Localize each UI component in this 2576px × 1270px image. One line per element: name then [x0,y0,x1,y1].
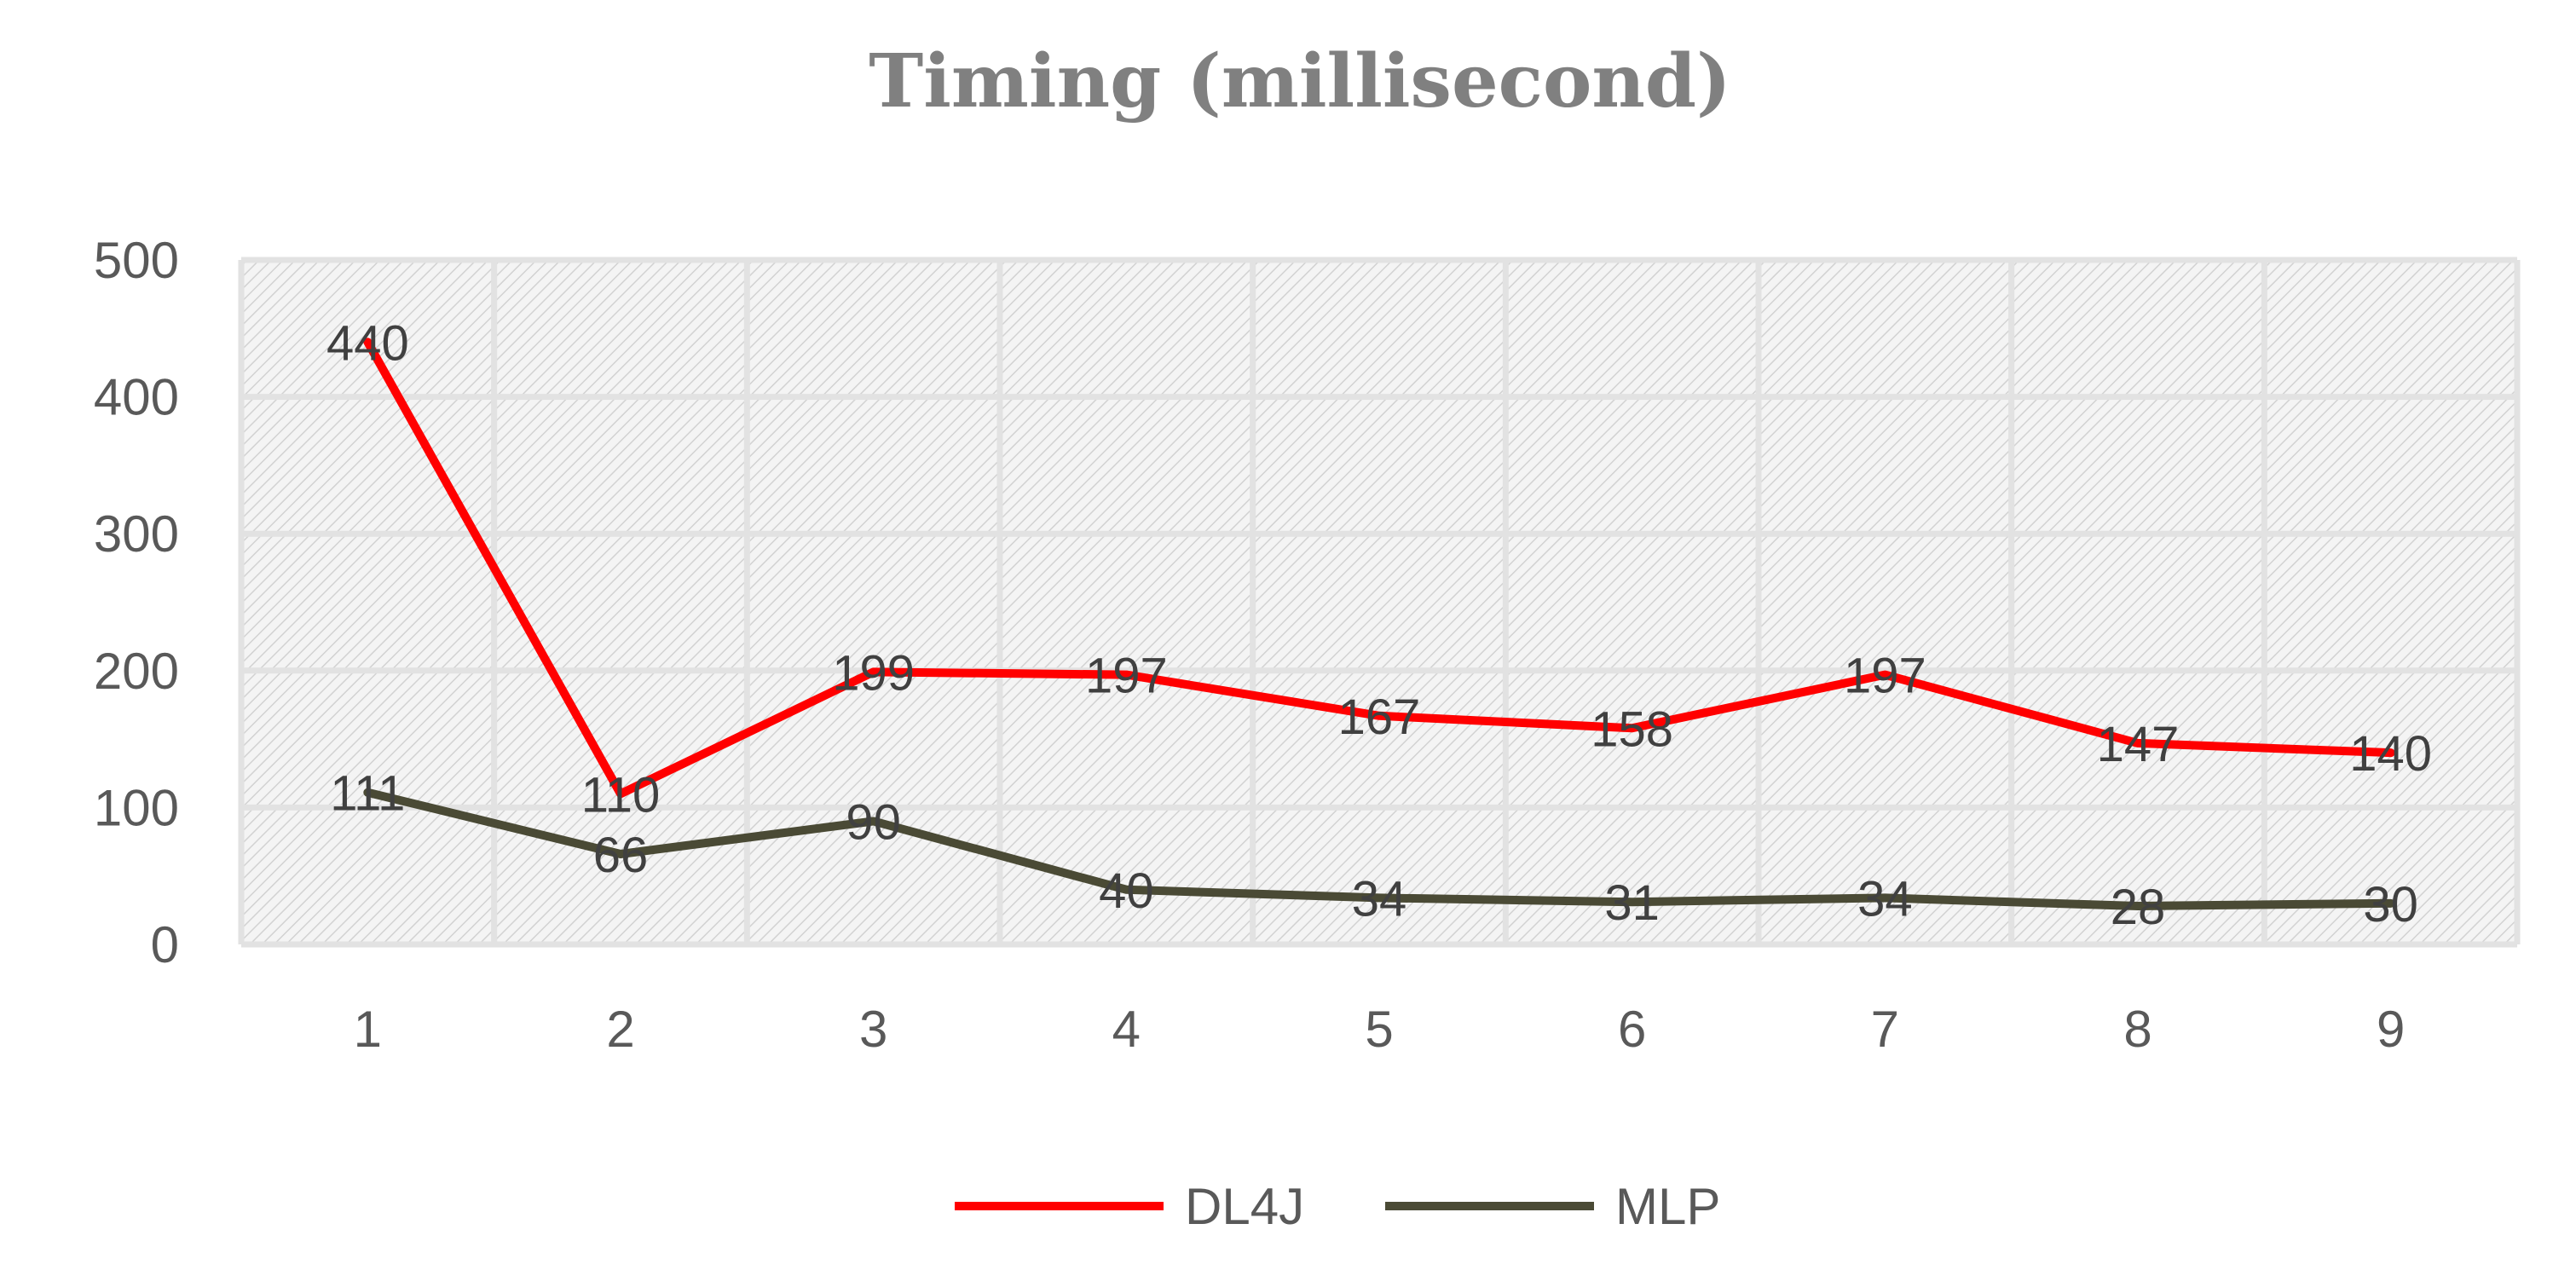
data-label-mlp: 28 [2111,880,2166,935]
data-label-dl4j: 197 [1085,649,1168,704]
data-label-dl4j: 158 [1591,701,1673,757]
y-tick-label: 100 [94,779,179,836]
x-tick-label: 7 [1871,1001,1899,1058]
data-label-dl4j: 167 [1338,690,1421,745]
data-label-dl4j: 140 [2349,726,2432,782]
data-label-mlp: 34 [1352,871,1407,927]
legend: DL4J MLP [955,1178,1720,1235]
legend-label-dl4j: DL4J [1185,1178,1304,1235]
data-labels: 440 110 199 197 167 158 197 147 140 111 66 90 40 34 31… [326,315,2432,935]
data-label-dl4j: 197 [1844,649,1926,704]
data-label-mlp: 40 [1099,863,1154,919]
data-label-dl4j: 110 [581,767,660,823]
y-axis-ticks: 0 100 200 300 400 500 [94,232,179,973]
y-tick-label: 400 [94,369,179,426]
gridlines [238,257,2521,948]
x-tick-label: 6 [1618,1001,1646,1058]
data-label-dl4j: 147 [2097,717,2180,772]
plot-area [241,260,2517,944]
legend-item-dl4j[interactable]: DL4J [955,1178,1304,1235]
data-label-dl4j: 440 [326,315,409,371]
legend-label-mlp: MLP [1615,1178,1720,1235]
y-tick-label: 500 [94,232,179,289]
y-tick-label: 300 [94,505,179,563]
series-line-mlp [363,788,2395,911]
x-tick-label: 4 [1112,1001,1141,1058]
legend-item-mlp[interactable]: MLP [1385,1178,1720,1235]
x-axis-ticks: 1 2 3 4 5 6 7 8 9 [354,1001,2406,1058]
x-tick-label: 5 [1365,1001,1393,1058]
x-tick-label: 9 [2377,1001,2405,1058]
y-tick-label: 0 [151,916,179,973]
data-label-dl4j: 199 [832,645,915,701]
x-tick-label: 3 [859,1001,887,1058]
x-tick-label: 1 [354,1001,382,1058]
series-lines [363,338,2395,911]
x-tick-label: 8 [2123,1001,2151,1058]
chart-title: Timing (millisecond) [869,38,1731,124]
data-label-mlp: 30 [2363,877,2418,932]
data-label-mlp: 111 [330,766,405,822]
data-label-mlp: 31 [1604,875,1660,931]
y-tick-label: 200 [94,643,179,700]
data-label-mlp: 66 [593,828,649,883]
data-label-mlp: 90 [846,794,901,850]
series-line-dl4j [363,338,2395,799]
x-tick-label: 2 [606,1001,634,1058]
data-label-mlp: 34 [1857,871,1913,927]
